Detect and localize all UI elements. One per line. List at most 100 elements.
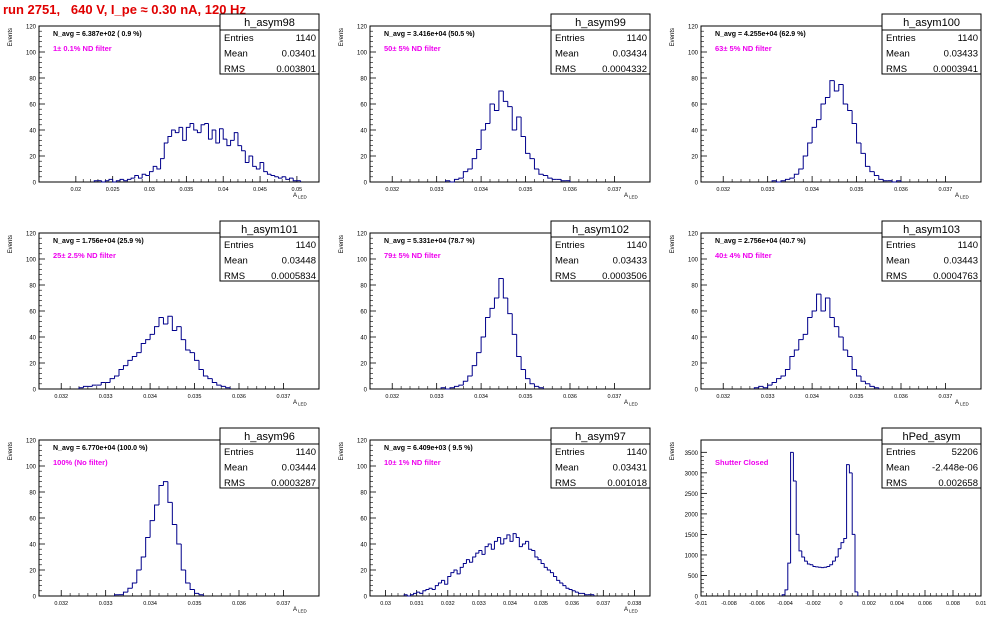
histogram-bin: [816, 119, 821, 128]
y-tick-label: 2000: [685, 512, 699, 518]
stat-value-entries: 1140: [627, 33, 647, 44]
histogram-bin: [577, 592, 582, 594]
histogram-bin: [93, 180, 98, 182]
histogram-bin: [471, 365, 477, 376]
x-tick-label: 0.037: [596, 601, 610, 607]
histogram-bin: [846, 464, 850, 539]
histogram-bin: [559, 580, 563, 584]
histogram-bin: [419, 592, 423, 594]
y-tick-label: 20: [691, 155, 698, 161]
histogram-bin: [160, 158, 165, 169]
x-tick-label: 0.032: [54, 601, 68, 607]
histogram-bin: [248, 155, 253, 163]
histogram-bin: [114, 375, 119, 379]
x-tick-label: 0.033: [430, 394, 444, 400]
histogram-bin: [285, 176, 290, 180]
histogram-bin: [512, 533, 517, 542]
histogram-bin: [189, 350, 195, 354]
histogram-bin: [82, 385, 88, 388]
y-tick-label: 100: [26, 465, 37, 471]
histogram-bin: [560, 179, 566, 182]
histogram-bin: [434, 585, 439, 590]
histogram-bin: [459, 566, 464, 574]
y-axis-title: Events: [670, 442, 676, 460]
histogram-bin: [462, 171, 468, 179]
y-tick-label: 20: [29, 155, 36, 161]
histogram-bin: [834, 556, 839, 562]
histogram-name: h_asym99: [575, 17, 626, 29]
x-tick-label: 0.034: [143, 394, 157, 400]
histogram-bin: [413, 592, 417, 595]
histogram-bin: [449, 180, 455, 183]
histogram-panel-h_asym97: 0 20 40 60 80 100 120 0.03 0.031 0.032 0.033 0.034 0…: [339, 427, 651, 614]
y-tick-label: 60: [29, 517, 36, 523]
histogram-bin: [547, 175, 553, 179]
x-tick-label: 0.002: [862, 601, 876, 607]
histogram-bin: [140, 343, 146, 353]
histogram-bin: [525, 136, 530, 154]
histogram-bin: [263, 162, 268, 173]
histogram-bin: [200, 124, 205, 133]
x-tick-label: 0.032: [54, 394, 68, 400]
x-tick-label: -0.006: [749, 601, 765, 607]
stats-box: [219, 13, 320, 75]
histogram-bin: [525, 369, 530, 380]
x-tick-label: 0.03: [144, 187, 155, 193]
y-tick-label: 40: [691, 336, 698, 342]
histogram-bin: [222, 128, 227, 140]
histogram-bin: [520, 356, 526, 370]
x-tick-label: 0.033: [761, 187, 775, 193]
x-tick-label: 0.032: [441, 601, 455, 607]
stat-value-mean: 0.03433: [944, 49, 978, 60]
histogram-bin: [152, 165, 157, 172]
stat-label-mean: Mean: [555, 463, 579, 474]
y-tick-label: 60: [360, 310, 367, 316]
navg-label: N_avg = 2.756e+04 (40.7 %): [715, 238, 806, 245]
histogram-bin: [891, 180, 897, 183]
x-tick-label: 0.033: [99, 394, 113, 400]
histogram-bin: [878, 175, 884, 180]
y-tick-label: 40: [29, 336, 36, 342]
stat-value-rms: 0.001018: [607, 478, 647, 489]
histogram-bin: [428, 587, 433, 590]
stat-value-mean: 0.03443: [944, 256, 978, 267]
stat-value-rms: 0.002658: [938, 478, 978, 489]
stat-label-mean: Mean: [224, 49, 248, 60]
histogram-bin: [802, 333, 808, 340]
histogram-bin: [406, 594, 411, 597]
stat-label-entries: Entries: [224, 447, 254, 458]
histogram-bin: [515, 533, 520, 538]
histogram-bin: [145, 537, 151, 557]
stat-label-entries: Entries: [555, 447, 585, 458]
x-tick-label: 0.035: [188, 601, 202, 607]
x-tick-label: 0.036: [563, 187, 577, 193]
histogram-bin: [480, 336, 486, 353]
x-tick-label: 0.032: [716, 394, 730, 400]
histogram-bin: [292, 178, 297, 182]
stat-label-entries: Entries: [224, 33, 254, 44]
histogram-bin: [472, 556, 476, 563]
x-tick-label: 0.037: [277, 601, 291, 607]
histogram-bin: [502, 278, 508, 299]
stat-label-mean: Mean: [886, 256, 910, 267]
stat-value-mean: 0.03444: [282, 463, 316, 474]
histogram-bin: [531, 549, 535, 551]
histogram-bin: [456, 570, 461, 575]
y-tick-label: 3000: [685, 471, 699, 477]
stat-label-mean: Mean: [224, 256, 248, 267]
x-tick-label: 0.036: [565, 601, 579, 607]
y-tick-label: 0: [33, 595, 37, 601]
x-tick-label: 0.031: [410, 601, 424, 607]
histogram-bin: [185, 339, 191, 351]
y-tick-label: 80: [691, 284, 698, 290]
stat-value-entries: 1140: [627, 447, 647, 458]
x-tick-label: 0.035: [188, 394, 202, 400]
x-tick-label: 0.033: [99, 601, 113, 607]
histogram-bin: [533, 158, 539, 170]
stat-label-mean: Mean: [886, 49, 910, 60]
histogram-panel-h_asym99: 0 20 40 60 80 100 120 0.032 0.033 0.034 0.035 0.036…: [339, 13, 651, 200]
histogram-bin: [467, 375, 473, 382]
histogram-bin: [798, 339, 804, 350]
stats-box: [550, 220, 651, 282]
x-tick-label: 0.033: [430, 187, 444, 193]
